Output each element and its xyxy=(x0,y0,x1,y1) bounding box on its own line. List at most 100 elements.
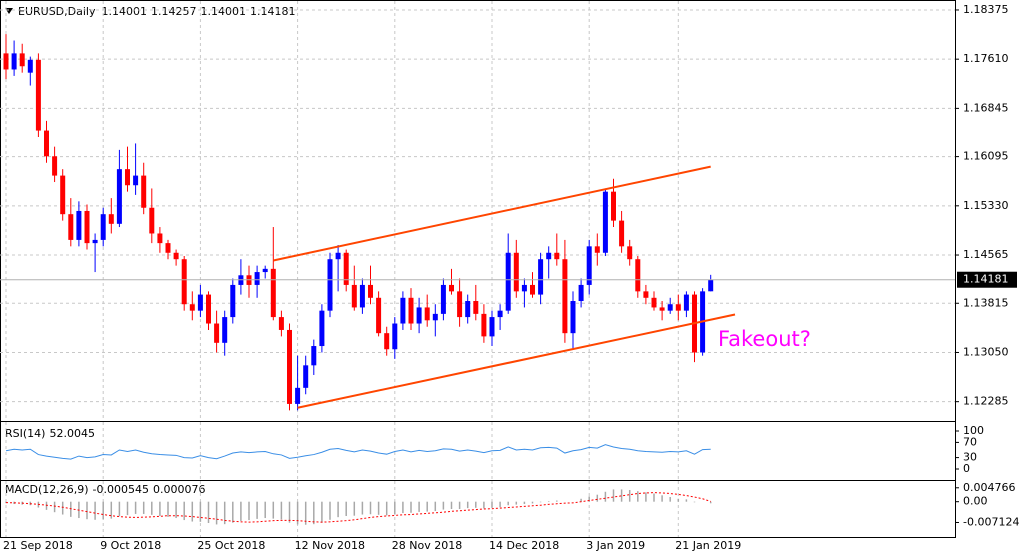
candle-body xyxy=(335,252,341,260)
candle-body xyxy=(530,284,535,295)
signal-value: 0.000076 xyxy=(153,483,206,496)
candle-body xyxy=(384,333,390,350)
candle-body xyxy=(35,59,41,131)
x-tick-label: 25 Oct 2018 xyxy=(197,539,265,552)
candle-body xyxy=(602,191,608,253)
y-tick-label: 1.12285 xyxy=(963,395,1009,408)
candle-body xyxy=(254,272,260,285)
y-tick-label: 1.13815 xyxy=(963,296,1009,309)
candle-body xyxy=(505,252,511,311)
candle-body xyxy=(473,301,479,314)
candle-body xyxy=(424,307,430,321)
candle-body xyxy=(449,284,454,292)
close-value: 1.14181 xyxy=(250,5,296,18)
rsi-line xyxy=(5,444,711,460)
y-tick-label: 30 xyxy=(963,451,977,464)
candle-body xyxy=(76,210,82,240)
candle-body xyxy=(19,53,25,67)
current-price-label: 1.14181 xyxy=(963,273,1009,286)
macd-name: MACD(12,26,9) xyxy=(5,483,89,496)
chart-header: EURUSD,Daily 1.14001 1.14257 1.14001 1.14181 xyxy=(18,5,295,18)
candle-body xyxy=(141,175,147,208)
signal-line xyxy=(5,492,711,523)
candle-body xyxy=(278,317,284,330)
candle-body xyxy=(546,252,552,260)
rsi-label: RSI(14) 52.0045 xyxy=(5,427,95,440)
candle-body xyxy=(157,233,163,244)
candle-body xyxy=(457,291,463,318)
candle-body xyxy=(521,284,527,292)
y-tick-label: 0.004766 xyxy=(963,481,1016,494)
candle-body xyxy=(52,156,58,176)
y-tick-label: 1.16095 xyxy=(963,150,1009,163)
y-tick-label: 1.18375 xyxy=(963,3,1009,16)
candle-body xyxy=(287,329,292,404)
x-tick-label: 14 Dec 2018 xyxy=(489,539,559,552)
candle-body xyxy=(60,175,66,215)
candle-body xyxy=(594,246,600,253)
candle-body xyxy=(351,284,357,308)
low-value: 1.14001 xyxy=(200,5,246,18)
candle-body xyxy=(497,310,503,318)
y-tick-label: 1.13050 xyxy=(963,345,1009,358)
x-tick-label: 12 Nov 2018 xyxy=(295,539,365,552)
candle-body xyxy=(92,239,98,244)
x-tick-label: 21 Sep 2018 xyxy=(3,539,73,552)
candle-body xyxy=(359,284,365,308)
candle-body xyxy=(440,284,446,314)
candle-body xyxy=(513,252,519,292)
x-tick-label: 28 Nov 2018 xyxy=(392,539,462,552)
candle-body xyxy=(68,214,74,240)
candle-body xyxy=(368,284,373,298)
rsi-value: 52.0045 xyxy=(49,427,95,440)
candle-body xyxy=(432,313,438,321)
candle-body xyxy=(11,53,17,70)
y-tick-label: 1.17610 xyxy=(963,52,1009,65)
y-tick-label: 100 xyxy=(963,424,984,437)
candle-body xyxy=(408,297,414,324)
candle-body xyxy=(327,259,333,311)
candle-body xyxy=(465,301,471,318)
candle-body xyxy=(400,297,406,324)
candle-body xyxy=(133,175,139,186)
open-value: 1.14001 xyxy=(101,5,147,18)
candle-body xyxy=(84,210,90,244)
candle-body xyxy=(554,252,560,260)
x-tick-label: 9 Oct 2018 xyxy=(100,539,161,552)
candle-body xyxy=(343,252,349,285)
candle-body xyxy=(108,214,114,224)
candle-body xyxy=(392,323,398,350)
y-tick-label: 0 xyxy=(963,462,970,475)
candle-body xyxy=(376,297,382,334)
candle-body xyxy=(230,284,236,318)
candle-body xyxy=(708,279,714,292)
y-tick-label: 70 xyxy=(963,435,977,448)
candle-body xyxy=(481,313,487,337)
candle-body xyxy=(222,317,228,343)
candle-body xyxy=(416,307,422,324)
candle-body xyxy=(44,130,49,157)
symbol: EURUSD,Daily xyxy=(18,5,96,18)
candle-body xyxy=(270,268,276,318)
candle-body xyxy=(659,307,665,311)
high-value: 1.14257 xyxy=(151,5,197,18)
plot-frame xyxy=(0,0,956,538)
candle-body xyxy=(651,297,657,308)
candle-body xyxy=(295,387,301,404)
x-tick-label: 3 Jan 2019 xyxy=(586,539,645,552)
rsi-name: RSI(14) xyxy=(5,427,45,440)
candle-body xyxy=(206,294,211,324)
candle-body xyxy=(675,304,681,311)
candle-body xyxy=(570,301,576,334)
candle-body xyxy=(667,304,673,311)
candle-body xyxy=(611,191,616,221)
candle-body xyxy=(125,169,130,186)
candle-body xyxy=(116,169,122,224)
candle-body xyxy=(562,259,568,334)
y-tick-label: 0.00 xyxy=(963,495,988,508)
annotation: Fakeout? xyxy=(718,327,811,351)
candle-body xyxy=(635,259,641,292)
y-tick-label: 1.16845 xyxy=(963,101,1009,114)
candle-body xyxy=(149,207,155,234)
